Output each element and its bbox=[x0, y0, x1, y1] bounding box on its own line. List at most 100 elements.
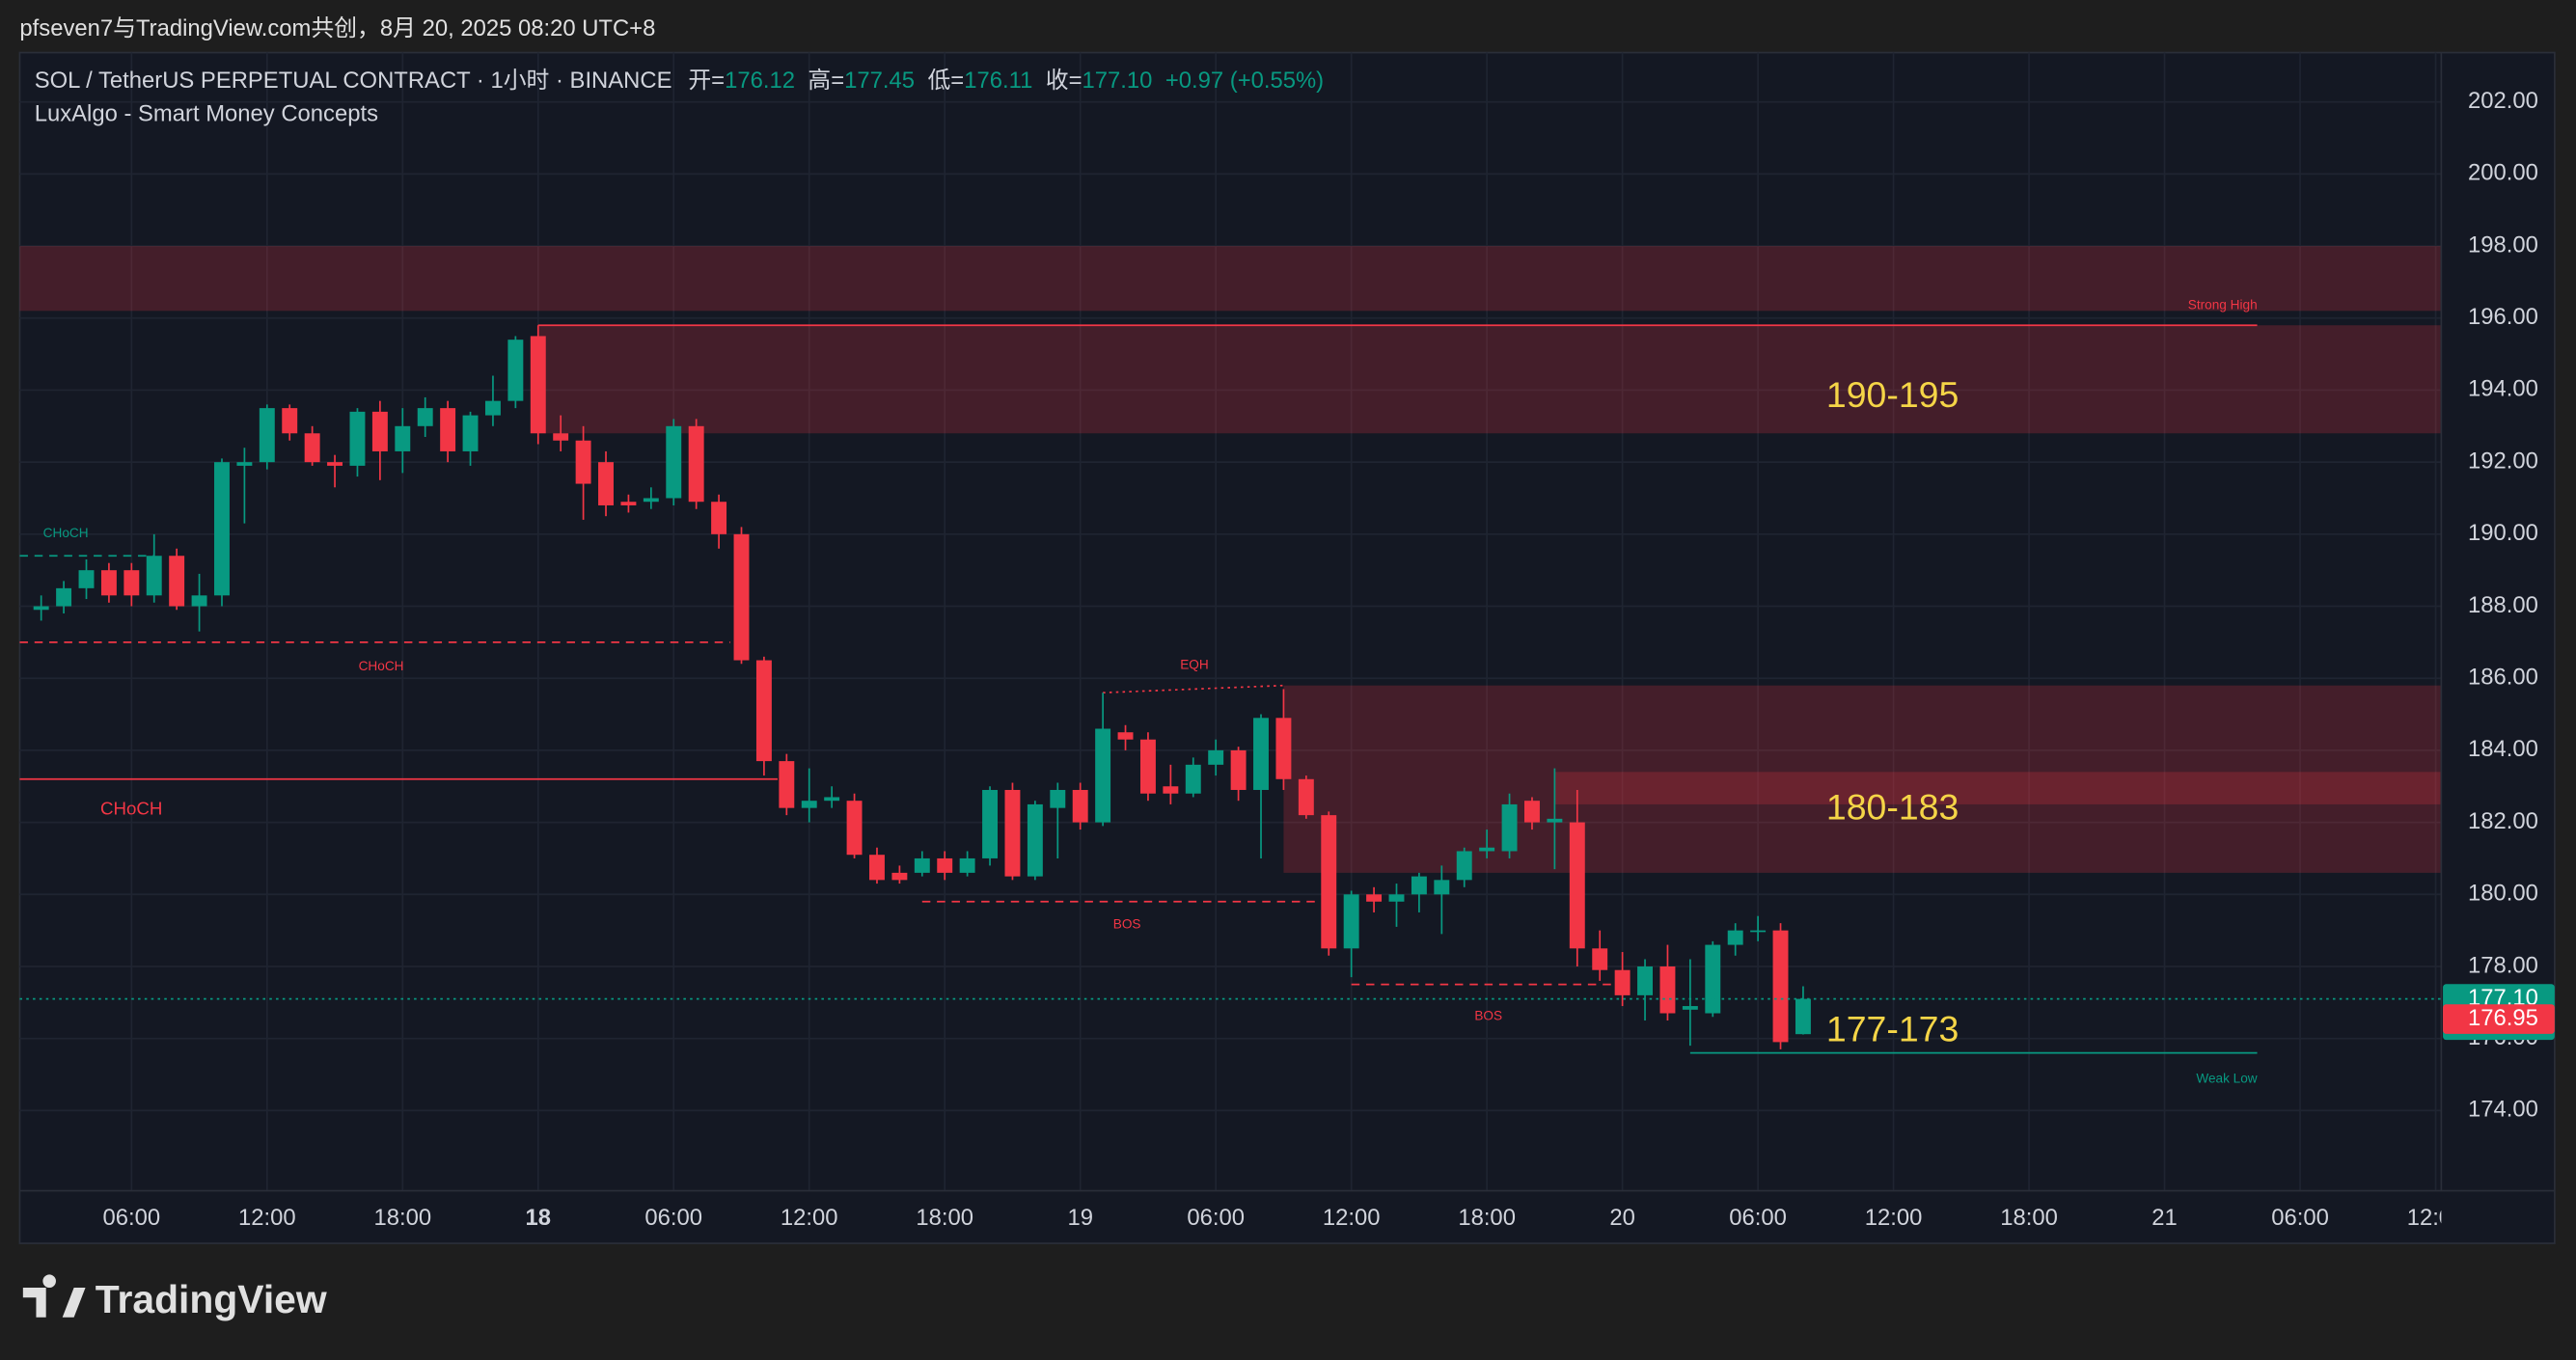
ohlc-label: 开= bbox=[688, 68, 725, 94]
y-tick-label: 174.00 bbox=[2468, 1097, 2538, 1123]
zone bbox=[1554, 772, 2442, 804]
candle-body bbox=[1095, 728, 1111, 823]
candle-body bbox=[1343, 894, 1359, 949]
candle-body bbox=[1253, 718, 1269, 790]
y-tick-label: 186.00 bbox=[2468, 665, 2538, 691]
candle-body bbox=[1050, 789, 1066, 808]
candle-body bbox=[530, 336, 546, 434]
candle-body bbox=[1139, 739, 1156, 794]
logo-icon bbox=[22, 1274, 86, 1318]
y-tick-label: 196.00 bbox=[2468, 304, 2538, 330]
x-tick-label: 18 bbox=[526, 1205, 552, 1231]
structure-label: CHoCH bbox=[359, 659, 404, 673]
zones bbox=[19, 246, 2442, 873]
x-tick-label: 18:00 bbox=[1458, 1205, 1516, 1231]
candle-body bbox=[123, 570, 140, 596]
candle-body bbox=[1479, 847, 1495, 852]
y-tick-label: 200.00 bbox=[2468, 160, 2538, 186]
candle-body bbox=[982, 789, 999, 858]
x-tick-label: 06:00 bbox=[103, 1205, 161, 1231]
y-tick-label: 182.00 bbox=[2468, 808, 2538, 834]
candle-body bbox=[1682, 1006, 1698, 1010]
candle-body bbox=[1456, 851, 1472, 881]
header: SOL / TetherUS PERPETUAL CONTRACT · 1小时 … bbox=[35, 68, 1324, 94]
x-tick-label: 20 bbox=[1609, 1205, 1635, 1231]
x-tick-label: 06:00 bbox=[1729, 1205, 1787, 1231]
structure-label: CHoCH bbox=[100, 798, 162, 818]
y-tick-label: 192.00 bbox=[2468, 448, 2538, 474]
candle-body bbox=[146, 556, 162, 596]
x-tick-label: 12:00 bbox=[238, 1205, 296, 1231]
ohlc-value: 177.45 bbox=[844, 68, 915, 94]
candle-body bbox=[1795, 998, 1811, 1035]
candle-body bbox=[1072, 789, 1088, 823]
annotation: 180-183 bbox=[1826, 786, 1959, 827]
y-tick-label: 180.00 bbox=[2468, 881, 2538, 907]
y-tick-label: 178.00 bbox=[2468, 952, 2538, 978]
candle-body bbox=[78, 570, 95, 588]
y-tick-label: 188.00 bbox=[2468, 592, 2538, 618]
candle-body bbox=[1592, 948, 1608, 970]
candle-body bbox=[869, 855, 885, 881]
candle-body bbox=[779, 761, 795, 808]
top-bar: pfseven7与TradingView.com共创，8月 20, 2025 0… bbox=[19, 15, 655, 41]
candle-body bbox=[33, 606, 49, 611]
candle-body bbox=[191, 595, 207, 607]
candle-body bbox=[1659, 966, 1676, 1014]
x-tick-label: 06:00 bbox=[1187, 1205, 1245, 1231]
y-tick-label: 198.00 bbox=[2468, 231, 2538, 258]
price-marker-label: 176.95 bbox=[2468, 1005, 2538, 1031]
candle-body bbox=[1750, 930, 1767, 933]
x-tick-label: 18:00 bbox=[916, 1205, 973, 1231]
structures: CHoCH CHoCH CHoCH EQH BOS BOS Strong High Weak … bbox=[19, 297, 2258, 1085]
candle-body bbox=[959, 857, 975, 873]
candle-body bbox=[688, 425, 704, 503]
zone bbox=[537, 325, 2442, 434]
candle-body bbox=[1705, 944, 1721, 1014]
candle-body bbox=[417, 408, 433, 426]
candle-body bbox=[1547, 818, 1563, 823]
candles bbox=[33, 325, 1811, 1049]
candle-body bbox=[507, 340, 524, 401]
zone bbox=[1283, 685, 2442, 873]
candle-body bbox=[1185, 764, 1201, 794]
candle-body bbox=[371, 411, 388, 451]
candle-body bbox=[100, 570, 117, 596]
x-tick-label: 12:00 bbox=[1865, 1205, 1923, 1231]
candle-body bbox=[598, 462, 614, 505]
ohlc-label: 收= bbox=[1046, 68, 1082, 94]
ohlc-value: 176.12 bbox=[725, 68, 795, 94]
ohlc-label: 高= bbox=[808, 68, 844, 94]
candle-body bbox=[1163, 786, 1179, 794]
x-tick-label: 06:00 bbox=[644, 1205, 702, 1231]
candle-body bbox=[1275, 718, 1292, 779]
candle-body bbox=[666, 425, 682, 499]
structure-label: BOS bbox=[1474, 1009, 1502, 1023]
annotation: 190-195 bbox=[1826, 374, 1959, 415]
candle-body bbox=[846, 801, 863, 856]
candle-body bbox=[440, 408, 456, 451]
candle-body bbox=[214, 462, 230, 596]
candle-body bbox=[643, 498, 659, 503]
ohlc-value: 177.10 bbox=[1082, 68, 1153, 94]
candle-body bbox=[282, 408, 298, 434]
candle-body bbox=[620, 502, 637, 505]
candle-body bbox=[1117, 732, 1134, 740]
x-tick-label: 12:00 bbox=[2407, 1205, 2465, 1231]
candle-body bbox=[1388, 894, 1405, 902]
x-tick-label: 12:00 bbox=[781, 1205, 838, 1231]
y-tick-label: 184.00 bbox=[2468, 736, 2538, 762]
candle-body bbox=[575, 440, 591, 484]
brand: TradingView bbox=[96, 1277, 327, 1321]
structure-label: Weak Low bbox=[2196, 1071, 2257, 1085]
candle-body bbox=[801, 801, 817, 808]
grid bbox=[19, 52, 2442, 1191]
candle-body bbox=[733, 533, 750, 661]
candle-body bbox=[56, 587, 72, 607]
y-tick-label: 190.00 bbox=[2468, 520, 2538, 546]
candle-body bbox=[891, 872, 908, 881]
candle-body bbox=[937, 857, 953, 873]
zone bbox=[19, 246, 2442, 312]
candle-body bbox=[1366, 894, 1383, 902]
candle-body bbox=[1524, 801, 1540, 823]
